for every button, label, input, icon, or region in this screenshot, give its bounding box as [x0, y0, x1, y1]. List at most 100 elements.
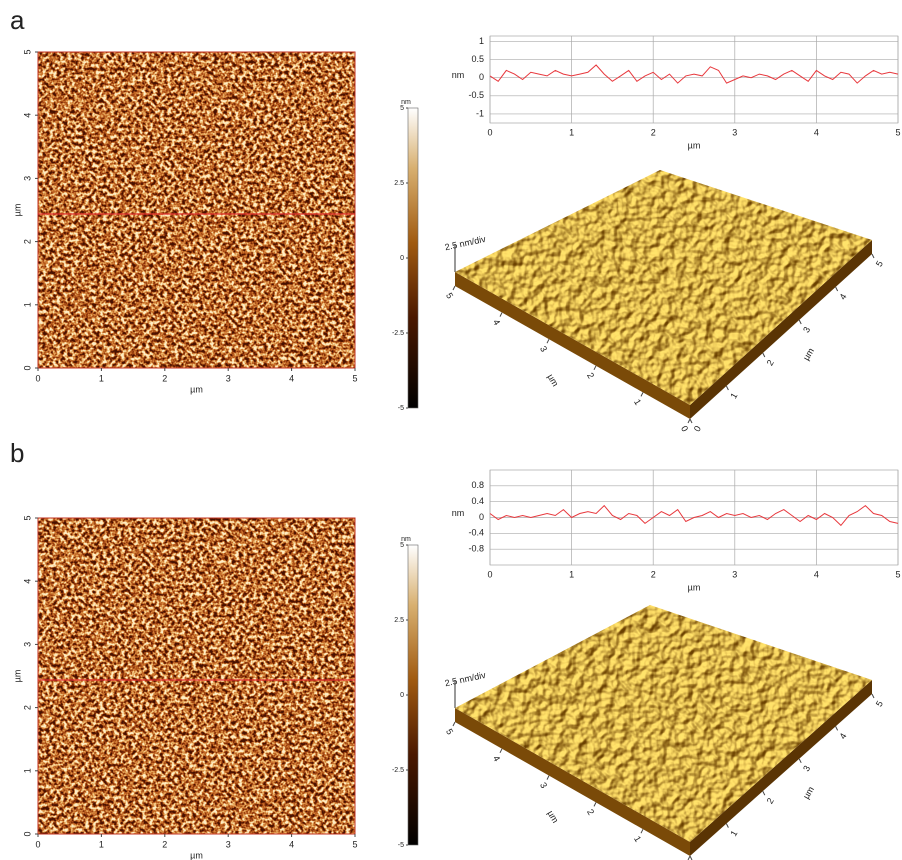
y-tick-label: 1 [22, 768, 32, 773]
panel-label: b [10, 438, 24, 468]
surface-tick-label: 1 [728, 391, 739, 400]
y-tick-label: 0 [22, 831, 32, 836]
colorbar-tick-label: 0 [400, 692, 404, 699]
y-tick-label: -0.5 [468, 90, 484, 100]
z-scale-label: 2.5 nm/div [444, 670, 487, 689]
tick-mark [593, 802, 597, 807]
x-tick-label: 0 [487, 127, 492, 137]
surface-tick-label: 3 [538, 344, 549, 353]
y-tick-label: 1 [22, 302, 32, 307]
y-tick-label: -0.4 [468, 528, 484, 538]
colorbar [407, 107, 419, 409]
y-axis-label: nm [452, 508, 465, 518]
x-tick-label: 0 [35, 373, 40, 383]
surface-tick-label: 5 [444, 727, 455, 736]
tick-mark [871, 253, 875, 259]
surface-side [455, 272, 690, 419]
tick-mark [640, 828, 644, 834]
surface-3d [455, 605, 872, 842]
tick-mark [499, 312, 503, 317]
x-tick-label: 2 [162, 839, 167, 849]
x-tick-label: 5 [352, 373, 357, 383]
map-frame [37, 51, 356, 369]
surface-axis-label: µm [546, 809, 561, 825]
tick-mark [687, 418, 691, 424]
surface-tick-label: 5 [444, 291, 455, 300]
y-axis-label: nm [452, 70, 465, 80]
x-tick-label: 5 [895, 569, 900, 579]
y-tick-label: 0.5 [471, 54, 484, 64]
surface-tick-label: 3 [801, 764, 812, 773]
y-axis-label: µm [12, 204, 22, 217]
colorbar-tick-label: 5 [400, 542, 404, 549]
surface-side [690, 680, 872, 856]
x-tick-label: 1 [99, 373, 104, 383]
tick-mark [593, 365, 597, 371]
y-tick-label: 1 [479, 36, 484, 46]
panel-label: a [10, 5, 25, 35]
x-tick-label: 4 [814, 569, 819, 579]
tick-mark [762, 352, 766, 358]
surface-tick-label: 1 [632, 397, 643, 406]
surface-tick-label: 1 [728, 829, 739, 838]
tick-mark [687, 855, 691, 860]
x-tick-label: 0 [487, 569, 492, 579]
x-tick-label: 1 [99, 839, 104, 849]
height-map [38, 52, 355, 368]
tick-mark [871, 693, 875, 699]
colorbar-tick-label: 2.5 [394, 617, 404, 624]
x-tick-label: 4 [289, 839, 294, 849]
surface-tick-label: 2 [765, 796, 776, 805]
z-scale-label: 2.5 nm/div [444, 234, 487, 253]
tick-mark [798, 319, 802, 325]
y-tick-label: 2 [22, 239, 32, 244]
colorbar-tick-label: 5 [400, 105, 404, 112]
y-tick-label: 0 [22, 365, 32, 370]
tick-mark [835, 726, 839, 731]
x-tick-label: 5 [895, 127, 900, 137]
x-tick-label: 2 [162, 373, 167, 383]
tick-mark [546, 338, 550, 344]
y-tick-label: 2 [22, 705, 32, 710]
surface-side [455, 708, 690, 856]
x-tick-label: 0 [35, 839, 40, 849]
x-axis-label: µm [190, 384, 203, 394]
x-axis-label: µm [688, 140, 701, 150]
colorbar-tick-label: 2.5 [394, 180, 404, 187]
y-tick-label: 0 [479, 512, 484, 522]
y-tick-label: 4 [22, 579, 32, 584]
y-tick-label: 3 [22, 176, 32, 181]
x-tick-label: 3 [732, 569, 737, 579]
surface-tick-label: 3 [538, 781, 549, 790]
y-tick-label: -1 [476, 108, 484, 118]
tick-mark [640, 392, 644, 397]
surface-tick-label: 4 [837, 292, 848, 301]
surface-axis-label: µm [801, 346, 816, 362]
x-tick-label: 5 [352, 839, 357, 849]
surface-axis-label: µm [546, 372, 561, 388]
x-tick-label: 3 [226, 373, 231, 383]
y-tick-label: -0.8 [468, 544, 484, 554]
surface-tick-label: 2 [585, 371, 596, 380]
colorbar-tick-label: -2.5 [392, 767, 404, 774]
x-tick-label: 1 [569, 127, 574, 137]
tick-mark [452, 721, 456, 727]
y-tick-label: 0 [479, 72, 484, 82]
y-tick-label: 5 [22, 49, 32, 54]
tick-mark [499, 748, 503, 754]
surface-axis-label: µm [801, 785, 816, 801]
surface-tick-label: 0 [692, 424, 703, 433]
y-tick-label: 0.8 [471, 480, 484, 490]
colorbar [407, 544, 419, 846]
x-tick-label: 2 [651, 127, 656, 137]
colorbar-tick-label: -2.5 [392, 330, 404, 337]
surface-tick-label: 1 [632, 834, 643, 843]
height-map [38, 518, 355, 834]
colorbar-tick-label: 0 [400, 255, 404, 262]
x-tick-label: 2 [651, 569, 656, 579]
y-tick-label: 0.4 [471, 496, 484, 506]
x-axis-label: µm [190, 850, 203, 860]
surface-tick-label: 5 [874, 699, 885, 708]
map-frame [37, 517, 356, 835]
colorbar-unit: nm [401, 536, 411, 543]
